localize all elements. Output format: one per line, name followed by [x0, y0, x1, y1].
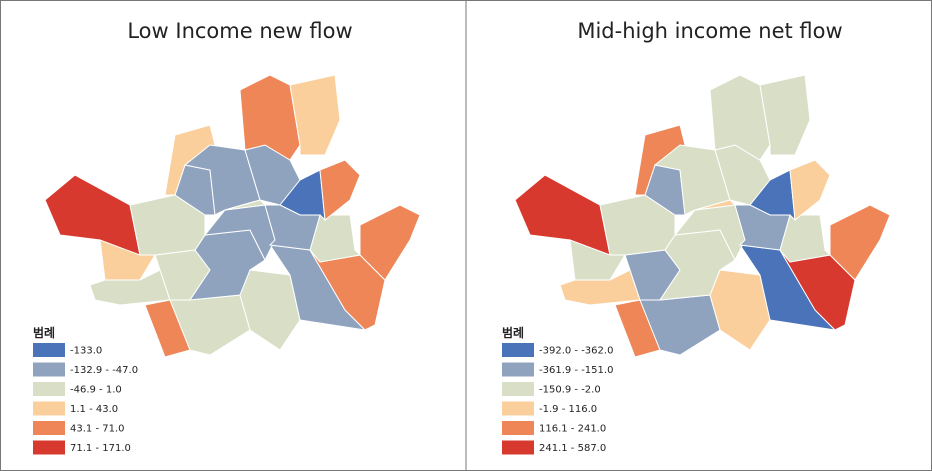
legend-swatch	[502, 382, 534, 396]
legend-swatch	[33, 421, 65, 435]
map	[44, 74, 421, 358]
district	[759, 74, 811, 156]
district	[164, 124, 216, 196]
legend-label: -150.9 - -2.0	[539, 385, 601, 396]
legend-swatch	[33, 382, 65, 396]
legend-swatch	[33, 401, 65, 416]
district	[569, 239, 626, 281]
map	[514, 74, 891, 358]
legend-swatch	[502, 362, 534, 377]
legend-label: 71.1 - 171.0	[70, 443, 131, 454]
legend-swatch	[502, 421, 534, 435]
district	[734, 204, 791, 251]
legend-label: -361.9 - -151.0	[539, 365, 613, 376]
district	[289, 74, 341, 156]
legend-label: -133.0	[70, 346, 102, 357]
legend-swatch	[33, 362, 65, 377]
legend-swatch	[33, 440, 65, 455]
panel: Mid-high income net flow 범례 -392.0 - -362.…	[502, 19, 891, 455]
legend-label: -132.9 - -47.0	[70, 365, 138, 376]
legend-label: -46.9 - 1.0	[70, 385, 122, 396]
legend-label: 43.1 - 71.0	[70, 424, 125, 435]
legend-swatch	[33, 343, 65, 357]
district	[319, 159, 361, 221]
legend-swatch	[502, 440, 534, 455]
legend-label: 1.1 - 43.0	[70, 404, 118, 415]
legend-title: 범례	[33, 325, 55, 340]
legend-label: -1.9 - 116.0	[539, 404, 597, 415]
district	[264, 204, 321, 251]
district	[239, 74, 301, 161]
district	[99, 239, 156, 281]
panel-title: Mid-high income net flow	[577, 19, 842, 43]
legend-label: 241.1 - 587.0	[539, 443, 606, 454]
legend-title: 범례	[502, 325, 524, 340]
legend-swatch	[502, 401, 534, 416]
panel-title: Low Income new flow	[127, 19, 352, 43]
legend-label: -392.0 - -362.0	[539, 346, 613, 357]
legend-label: 116.1 - 241.0	[539, 424, 606, 435]
district	[684, 199, 737, 216]
district	[709, 74, 771, 161]
panel: Low Income new flow 범례 -133.0 -132.9 - -47.…	[33, 19, 421, 455]
legend-swatch	[502, 343, 534, 357]
district	[789, 159, 831, 221]
district	[214, 199, 267, 216]
district	[634, 124, 686, 196]
